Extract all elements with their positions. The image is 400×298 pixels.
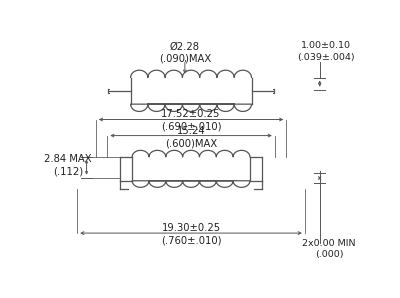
Text: 17.52±0.25
(.690±.010): 17.52±0.25 (.690±.010): [161, 109, 221, 132]
Text: Ø2.28
(.090)MAX: Ø2.28 (.090)MAX: [159, 41, 211, 64]
Text: 1.00±0.10
(.039±.004): 1.00±0.10 (.039±.004): [297, 41, 355, 62]
Text: 15.24
(.600)MAX: 15.24 (.600)MAX: [165, 126, 217, 149]
Text: 2.84 MAX
(.112): 2.84 MAX (.112): [44, 154, 92, 177]
Text: 19.30±0.25
(.760±.010): 19.30±0.25 (.760±.010): [161, 224, 221, 246]
Text: 2x0.00 MIN
(.000): 2x0.00 MIN (.000): [302, 239, 356, 259]
